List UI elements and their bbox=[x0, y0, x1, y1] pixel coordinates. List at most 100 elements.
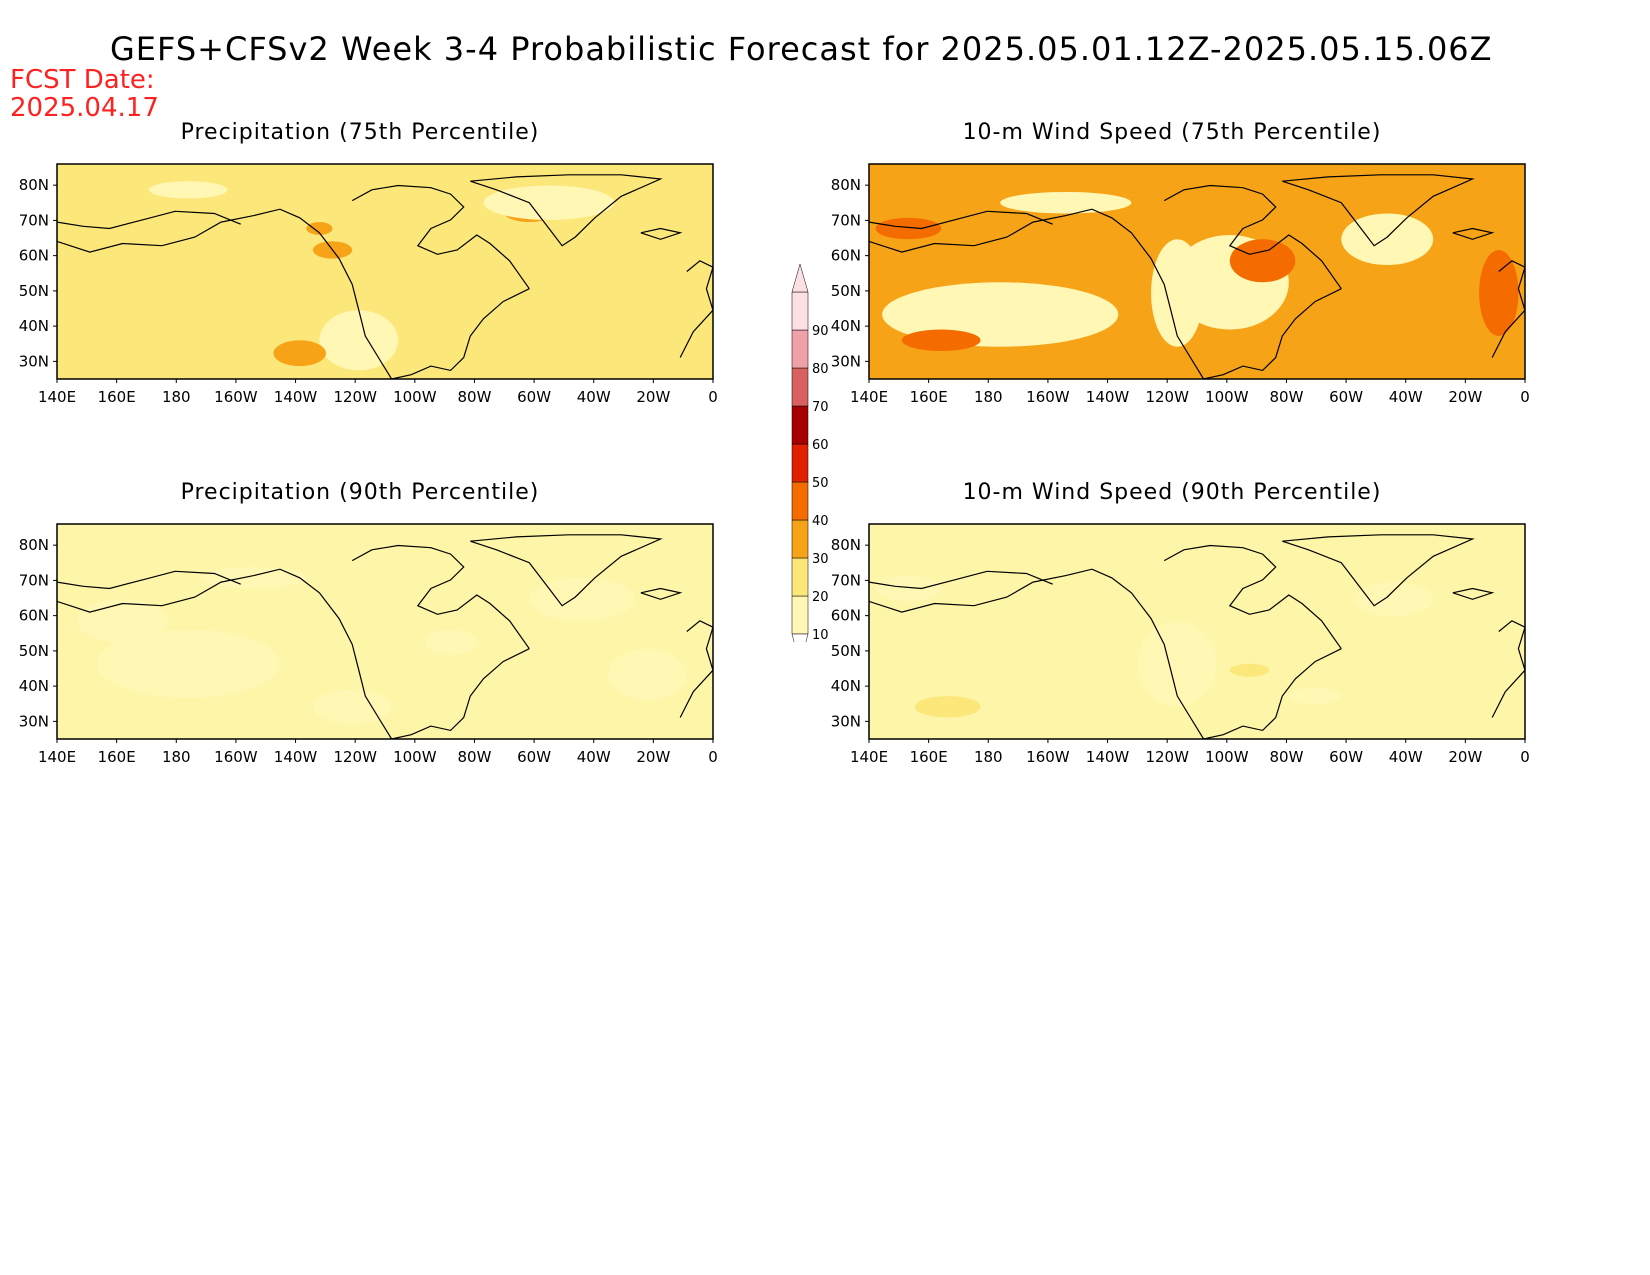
coastline bbox=[57, 208, 393, 379]
y-tick-label: 60N bbox=[19, 247, 49, 265]
y-tick-label: 60N bbox=[19, 607, 49, 625]
y-tick-label: 60N bbox=[831, 247, 861, 265]
map-frame bbox=[868, 523, 1526, 740]
y-tick-label: 80N bbox=[19, 176, 49, 194]
colorbar-label: 30 bbox=[812, 552, 829, 567]
x-tick-label: 80W bbox=[1269, 748, 1303, 766]
colorbar-arrow-bottom bbox=[791, 633, 809, 642]
shaded-region bbox=[914, 696, 981, 718]
panel-wind-75: 10-m Wind Speed (75th Percentile) 140E 16… bbox=[812, 120, 1532, 406]
colorbar-legend: 10 20 30 40 50 60 70 80 90 bbox=[791, 263, 829, 642]
y-tick-label: 70N bbox=[19, 211, 49, 229]
coastline bbox=[57, 210, 241, 230]
colorbar-label: 40 bbox=[812, 514, 829, 529]
x-tick-label: 80W bbox=[457, 748, 491, 766]
colorbar-segment bbox=[791, 329, 809, 369]
x-tick-label: 140E bbox=[38, 748, 76, 766]
shaded-region bbox=[312, 689, 392, 724]
coastline bbox=[869, 570, 1053, 590]
shaded-region bbox=[96, 629, 281, 699]
shaded-region bbox=[875, 217, 942, 240]
x-tick-label: 120W bbox=[333, 388, 377, 406]
colorbar-segment bbox=[791, 557, 809, 597]
x-tick-label: 140W bbox=[274, 388, 318, 406]
coastline bbox=[869, 568, 1205, 739]
y-tick-label: 30N bbox=[831, 712, 861, 730]
y-tick-label: 30N bbox=[19, 712, 49, 730]
coastline bbox=[391, 648, 530, 739]
coastline bbox=[351, 184, 530, 290]
forecast-date: FCST Date: 2025.04.17 bbox=[10, 66, 159, 122]
colorbar-label: 50 bbox=[812, 476, 829, 491]
coastline bbox=[1452, 587, 1495, 600]
colorbar-segment bbox=[791, 367, 809, 407]
colorbar-segment bbox=[791, 291, 809, 331]
shaded-region bbox=[319, 310, 399, 371]
colorbar-segment bbox=[791, 405, 809, 445]
map-frame bbox=[56, 163, 714, 380]
x-tick-label: 40W bbox=[577, 748, 611, 766]
x-tick-label: 80W bbox=[457, 388, 491, 406]
coastline bbox=[57, 570, 241, 590]
x-tick-label: 140W bbox=[1086, 748, 1130, 766]
x-tick-label: 120W bbox=[333, 748, 377, 766]
shaded-region bbox=[273, 340, 326, 367]
y-tick-label: 60N bbox=[831, 607, 861, 625]
coastline bbox=[679, 620, 713, 718]
colorbar-label: 60 bbox=[812, 438, 829, 453]
shaded-region bbox=[1137, 620, 1217, 707]
y-tick-label: 50N bbox=[831, 642, 861, 660]
x-tick-label: 120W bbox=[1145, 388, 1189, 406]
x-tick-label: 40W bbox=[577, 388, 611, 406]
y-tick-label: 50N bbox=[831, 282, 861, 300]
coastline bbox=[1452, 227, 1495, 240]
y-tick-label: 40N bbox=[19, 677, 49, 695]
shaded-region bbox=[424, 629, 477, 656]
x-tick-label: 80W bbox=[1269, 388, 1303, 406]
map-plot: 140E 160E 180 160W 140W 120W 100W 80W 60W 40W 20W 0… bbox=[19, 163, 718, 406]
shaded-region bbox=[1000, 191, 1132, 214]
coastline bbox=[470, 174, 663, 247]
shaded-region bbox=[1151, 239, 1204, 347]
shaded-region bbox=[1288, 687, 1342, 705]
colorbar-label: 80 bbox=[812, 362, 829, 377]
coastline bbox=[351, 544, 530, 650]
map-frame bbox=[868, 163, 1526, 380]
x-tick-label: 100W bbox=[1205, 388, 1249, 406]
colorbar-label: 20 bbox=[812, 590, 829, 605]
shaded-region bbox=[483, 185, 615, 220]
panel-precip-75: Precipitation (75th Percentile) 140E 160E… bbox=[0, 120, 720, 406]
forecast-date-value: 2025.04.17 bbox=[10, 93, 159, 123]
x-tick-label: 140W bbox=[1086, 388, 1130, 406]
chart-title: GEFS+CFSv2 Week 3-4 Probabilistic Foreca… bbox=[110, 30, 1493, 68]
coastline bbox=[869, 210, 1053, 230]
y-tick-label: 30N bbox=[831, 352, 861, 370]
colorbar-segment bbox=[791, 519, 809, 559]
y-tick-label: 30N bbox=[19, 352, 49, 370]
x-tick-label: 160W bbox=[214, 748, 258, 766]
x-tick-label: 160E bbox=[98, 748, 136, 766]
x-tick-label: 0 bbox=[708, 388, 718, 406]
coastline bbox=[1163, 184, 1342, 290]
coastline bbox=[869, 208, 1205, 379]
coastline bbox=[1203, 288, 1342, 379]
panel-title: Precipitation (90th Percentile) bbox=[180, 480, 540, 505]
x-tick-label: 140E bbox=[850, 748, 888, 766]
colorbar-segment bbox=[791, 481, 809, 521]
y-tick-label: 40N bbox=[19, 317, 49, 335]
y-tick-label: 40N bbox=[831, 677, 861, 695]
x-tick-label: 20W bbox=[1448, 388, 1482, 406]
coastline bbox=[1282, 534, 1475, 607]
shaded-region bbox=[1229, 663, 1270, 677]
x-tick-label: 20W bbox=[1448, 748, 1482, 766]
coastline bbox=[391, 288, 530, 379]
coastline bbox=[640, 227, 683, 240]
coastline bbox=[1203, 648, 1342, 739]
coastline bbox=[1491, 620, 1525, 718]
shaded-region bbox=[1479, 250, 1519, 336]
x-tick-label: 180 bbox=[974, 388, 1003, 406]
colorbar-label: 90 bbox=[812, 324, 829, 339]
coastline bbox=[679, 260, 713, 358]
x-tick-label: 120W bbox=[1145, 748, 1189, 766]
x-tick-label: 20W bbox=[636, 748, 670, 766]
